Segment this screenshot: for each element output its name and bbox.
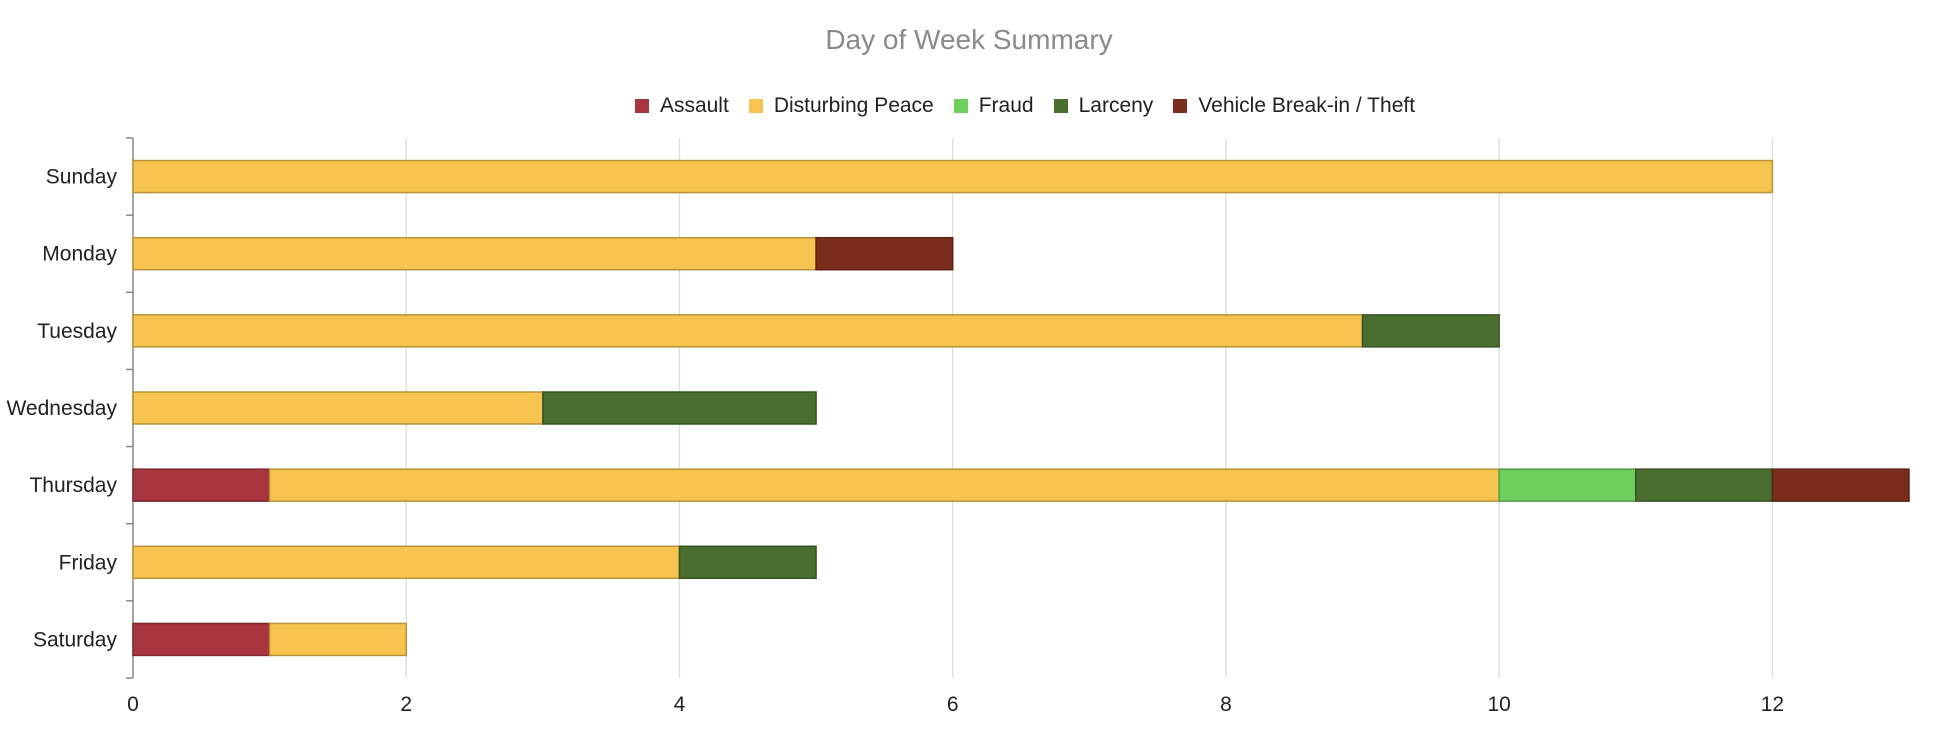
legend-label: Disturbing Peace [773,94,934,117]
legend-swatch [634,99,649,113]
bar-disturbing-peace [132,159,1774,194]
bar-disturbing-peace [132,545,681,580]
legend-swatch [1173,99,1188,113]
legend-swatch [748,99,763,113]
x-tick-label: 4 [674,693,686,716]
chart-title: Day of Week Summary [825,24,1113,55]
bar-disturbing-peace [268,468,1500,502]
bar-larceny [1361,314,1500,348]
x-tick-label: 10 [1487,693,1510,716]
x-tick-label: 8 [1220,693,1232,716]
x-tick-label: 12 [1761,693,1784,716]
legend-item[interactable]: Disturbing Peace [748,94,934,118]
y-tick-label: Saturday [33,628,118,651]
legend-label: Fraud [978,94,1034,117]
bar-disturbing-peace [132,391,544,425]
bar-larceny [1635,468,1774,502]
legend: Assault Disturbing Peace Fraud Larceny Vehic… [0,94,1938,118]
y-tick-label: Tuesday [37,320,117,343]
legend-item[interactable]: Assault [634,94,729,118]
y-tick-label: Sunday [46,166,118,189]
bar-larceny [678,545,817,580]
x-tick-label: 6 [947,693,959,716]
legend-item[interactable]: Fraud [953,94,1034,118]
legend-item[interactable]: Larceny [1053,94,1154,118]
bar-assault [132,468,271,502]
legend-label: Assault [659,94,729,117]
legend-swatch [1053,99,1068,113]
legend-label: Larceny [1078,94,1154,117]
legend-swatch [953,99,968,113]
y-tick-label: Monday [42,243,117,266]
bar-vehicle-break-in-theft [1771,468,1910,502]
y-tick-label: Wednesday [6,397,117,420]
x-tick-label: 2 [400,693,412,716]
bar-vehicle-break-in-theft [815,236,954,271]
bar-assault [132,622,271,657]
bar-disturbing-peace [132,314,1364,348]
y-tick-label: Friday [59,551,118,574]
x-tick-label: 0 [127,693,139,716]
bar-disturbing-peace [268,622,407,657]
legend-item[interactable]: Vehicle Break-in / Theft [1173,94,1415,118]
bar-disturbing-peace [132,236,817,271]
bar-fraud [1498,468,1637,502]
legend-label: Vehicle Break-in / Theft [1198,94,1416,117]
bar-larceny [542,391,817,425]
y-tick-label: Thursday [29,474,117,497]
